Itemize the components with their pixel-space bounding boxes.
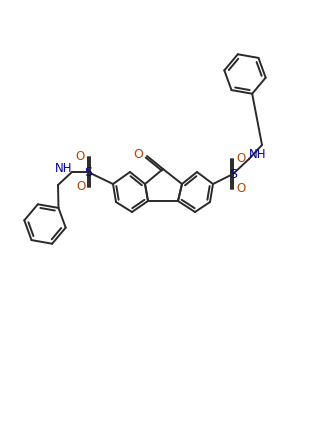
Text: NH: NH [249,148,267,161]
Text: O: O [236,152,246,165]
Text: O: O [76,151,84,164]
Text: O: O [133,148,143,161]
Text: O: O [76,181,86,194]
Text: O: O [236,183,246,195]
Text: S: S [229,168,237,181]
Text: S: S [84,165,92,178]
Text: NH: NH [55,161,73,174]
